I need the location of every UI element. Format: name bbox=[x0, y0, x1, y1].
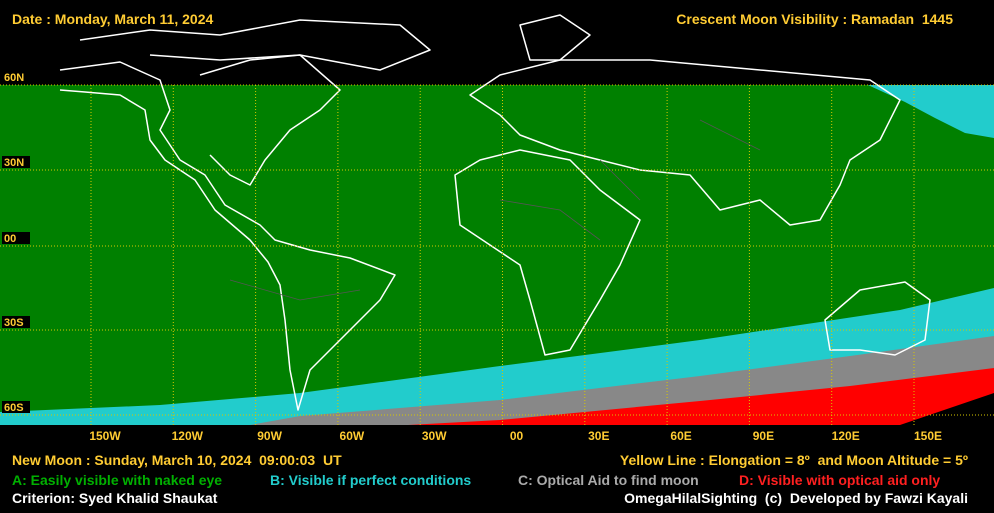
axis-band bbox=[0, 425, 994, 445]
new-moon: New Moon : Sunday, March 10, 2024 09:00:… bbox=[12, 452, 342, 468]
graticule: 60N 30N 00 30S 60S 150W 120W 90W 60W 30W 00 30E 60E 9… bbox=[0, 71, 994, 443]
lat-label-box bbox=[2, 401, 30, 413]
lon-label: 30W bbox=[422, 429, 447, 443]
lat-label: 30N bbox=[4, 157, 24, 169]
coastline bbox=[519, 14, 591, 61]
lat-label: 30S bbox=[4, 317, 24, 329]
legend-b: B: Visible if perfect conditions bbox=[270, 472, 471, 488]
credit: OmegaHilalSighting (c) Developed by Fawz… bbox=[624, 490, 968, 506]
lon-label: 150E bbox=[914, 429, 942, 443]
criterion: Criterion: Syed Khalid Shaukat bbox=[12, 490, 218, 506]
lat-label-box bbox=[2, 316, 30, 328]
country-borders bbox=[229, 119, 761, 301]
coastline bbox=[59, 61, 396, 411]
lon-label: 90W bbox=[257, 429, 282, 443]
lon-label: 120W bbox=[172, 429, 204, 443]
date: Date : Monday, March 11, 2024 bbox=[12, 11, 213, 27]
lat-label: 60N bbox=[4, 72, 24, 84]
lon-label: 00 bbox=[510, 429, 524, 443]
title: Crescent Moon Visibility : Ramadan 1445 bbox=[676, 11, 953, 27]
legend-d: D: Visible with optical aid only bbox=[739, 472, 940, 488]
lon-label: 150W bbox=[89, 429, 121, 443]
zone-none bbox=[900, 393, 994, 425]
lon-label: 120E bbox=[832, 429, 860, 443]
coastline bbox=[824, 281, 931, 356]
zone-d bbox=[408, 368, 994, 425]
legend-a: A: Easily visible with naked eye bbox=[12, 472, 222, 488]
lon-label: 60E bbox=[670, 429, 691, 443]
coastline bbox=[199, 54, 341, 186]
coastline bbox=[454, 149, 641, 356]
lat-label-box bbox=[2, 71, 30, 83]
zone-b-north bbox=[868, 85, 994, 138]
legend-c: C: Optical Aid to find moon bbox=[518, 472, 699, 488]
lat-label: 60S bbox=[4, 402, 24, 414]
lat-label-box bbox=[2, 232, 30, 244]
coastline bbox=[79, 19, 431, 71]
lat-label-box bbox=[2, 156, 30, 168]
lat-label: 00 bbox=[4, 233, 16, 245]
lon-label: 60W bbox=[340, 429, 365, 443]
yellow-line-note: Yellow Line : Elongation = 8º and Moon A… bbox=[620, 452, 968, 468]
lon-label: 30E bbox=[588, 429, 609, 443]
lon-label: 90E bbox=[753, 429, 774, 443]
coastline bbox=[469, 59, 901, 226]
